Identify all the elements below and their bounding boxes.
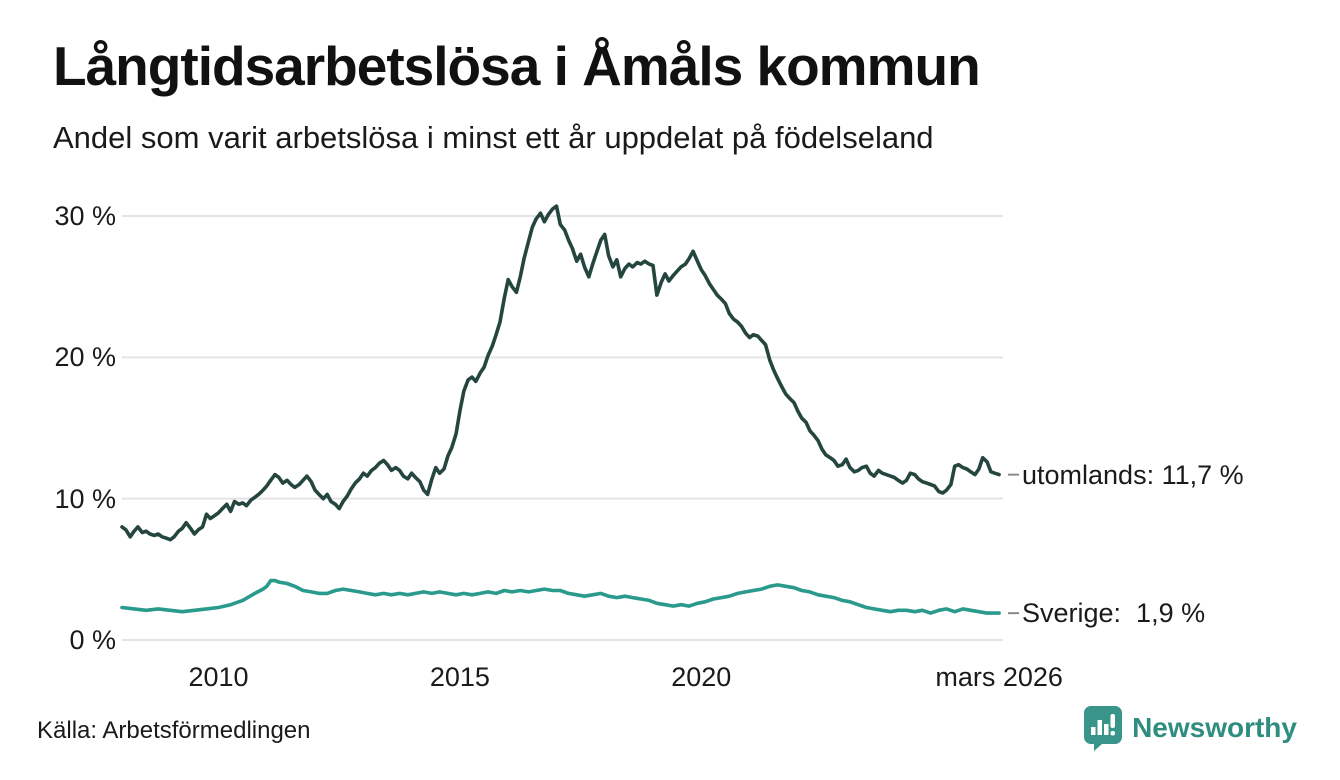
y-tick-label: 30 % [54, 201, 116, 231]
series-end-label-utomlands: utomlands: 11,7 % [1022, 459, 1244, 490]
source-note: Källa: Arbetsförmedlingen [37, 717, 311, 744]
x-tick-label: mars 2026 [935, 662, 1063, 692]
y-tick-label: 0 % [69, 625, 116, 655]
label-connector-dashes [1008, 473, 1019, 615]
newsworthy-logo: Newsworthy [1083, 705, 1297, 751]
newsworthy-bubble-chart-icon [1084, 706, 1123, 751]
page-subtitle: Andel som varit arbetslösa i minst ett å… [53, 120, 934, 155]
x-tick-label: 2015 [429, 662, 490, 692]
y-tick-label: 10 % [54, 483, 116, 514]
page-title: Långtidsarbetslösa i Åmåls kommun [53, 35, 981, 97]
x-tick-label: 2010 [188, 662, 249, 692]
series-end-label-Sverige: Sverige: 1,9 % [1022, 598, 1206, 629]
series-lines [120, 204, 1001, 615]
y-tick-label: 20 % [54, 342, 116, 373]
series-line-Sverige [120, 578, 1001, 615]
newsworthy-wordmark: Newsworthy [1132, 712, 1297, 743]
gridlines [122, 215, 1003, 641]
series-line-utomlands [120, 204, 1001, 542]
x-tick-label: 2020 [671, 662, 732, 692]
